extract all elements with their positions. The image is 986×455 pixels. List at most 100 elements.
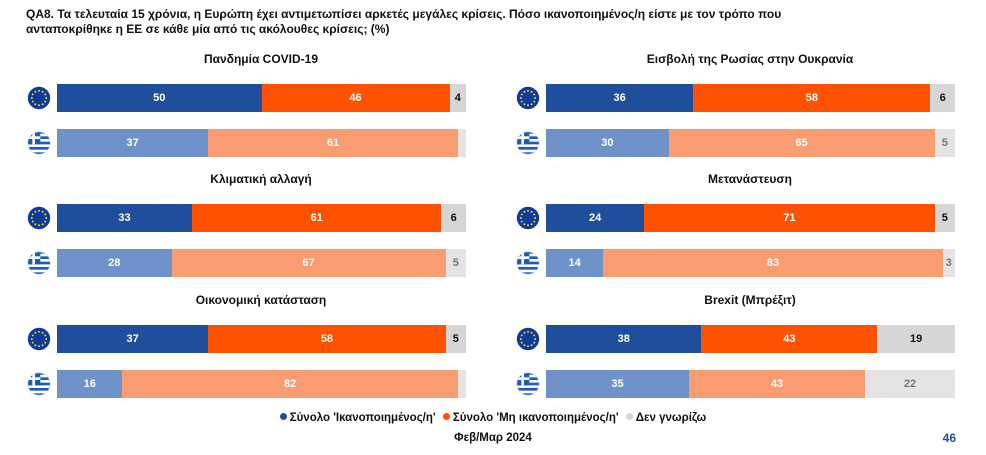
eu-flag-icon	[516, 86, 540, 110]
legend: Σύνολο 'Ικανοποιημένος/η' Σύνολο 'Μη ικα…	[0, 412, 986, 424]
data-label: 37	[126, 137, 139, 149]
data-label: 36	[613, 92, 626, 104]
page-number: 46	[942, 431, 956, 445]
bar-segment-dont-know	[457, 370, 466, 398]
bar-segment-satisfied: 37	[57, 129, 209, 157]
panel-title: Εισβολή της Ρωσίας στην Ουκρανία	[646, 52, 854, 66]
data-label: 3	[945, 257, 952, 269]
legend-dot-not-satisfied	[442, 413, 450, 420]
bar-segment-dont-know: 6	[930, 84, 955, 112]
bar-segment-not-satisfied: 61	[191, 204, 442, 232]
bar-segment-not-satisfied: 58	[208, 325, 446, 353]
bar-segment-not-satisfied: 67	[171, 249, 446, 277]
greece-flag-icon	[516, 131, 540, 155]
bar-segment-not-satisfied: 83	[603, 249, 943, 277]
bar-segment-not-satisfied: 82	[122, 370, 458, 398]
gr-row: 37 61	[27, 129, 467, 157]
eu-row: 36 58 6	[516, 84, 956, 112]
chart-panel: Κλιματική αλλαγή 33 61 6 28 67 5	[27, 172, 467, 282]
stacked-bar: 35 43 22	[546, 370, 955, 398]
greece-flag-icon	[27, 251, 51, 275]
bar-segment-dont-know: 5	[445, 249, 466, 277]
data-label: 5	[941, 137, 948, 149]
bar-segment-not-satisfied: 61	[208, 129, 458, 157]
data-label: 24	[588, 212, 602, 224]
eu-row: 33 61 6	[27, 204, 467, 232]
bar-segment-not-satisfied: 71	[644, 204, 935, 232]
bar-segment-dont-know: 6	[441, 204, 466, 232]
legend-item-satisfied: Σύνολο 'Ικανοποιημένος/η'	[279, 412, 436, 424]
data-label: 33	[118, 212, 131, 224]
bar-segment-satisfied: 30	[546, 129, 669, 157]
stacked-bar: 36 58 6	[546, 84, 955, 112]
data-label: 46	[349, 92, 362, 104]
data-label: 65	[795, 137, 808, 149]
panel-title: Κλιματική αλλαγή	[210, 172, 312, 186]
data-label: 5	[452, 257, 459, 269]
bar-segment-satisfied: 36	[546, 84, 694, 112]
bar-segment-dont-know: 5	[934, 129, 955, 157]
data-label: 19	[909, 333, 923, 345]
stacked-bar: 24 71 5	[546, 204, 955, 232]
bar-segment-dont-know: 5	[445, 325, 466, 353]
data-label: 28	[108, 257, 121, 269]
gr-row: 16 82	[27, 370, 467, 398]
data-label: 43	[770, 378, 784, 390]
data-label: 61	[310, 212, 323, 224]
bar-segment-satisfied: 28	[57, 249, 172, 277]
bar-segment-not-satisfied: 65	[668, 129, 935, 157]
eu-flag-icon	[516, 327, 540, 351]
gr-row: 35 43 22	[516, 370, 956, 398]
stacked-bar: 37 58 5	[57, 325, 466, 353]
eu-row: 50 46 4	[27, 84, 467, 112]
data-label: 6	[450, 212, 457, 224]
eu-flag-icon	[516, 206, 540, 230]
greece-flag-icon	[516, 372, 540, 396]
stacked-bar: 16 82	[57, 370, 466, 398]
data-label: 58	[805, 92, 818, 104]
eu-row: 24 71 5	[516, 204, 956, 232]
question-text: QA8. Τα τελευταία 15 χρόνια, η Ευρώπη έχ…	[26, 7, 782, 36]
data-label: 5	[452, 333, 459, 345]
legend-item-not-satisfied: Σύνολο 'Μη ικανοποιημένος/η'	[442, 412, 619, 424]
greece-flag-icon	[27, 131, 51, 155]
panel-title: Πανδημία COVID-19	[203, 52, 319, 66]
panel-title: Οικονομική κατάσταση	[195, 293, 327, 307]
greece-flag-icon	[27, 372, 51, 396]
data-label: 5	[941, 212, 948, 224]
data-label: 4	[454, 92, 461, 104]
stacked-bar: 38 43 19	[546, 325, 955, 353]
bar-segment-satisfied: 24	[546, 204, 645, 232]
eu-flag-icon	[27, 206, 51, 230]
bar-segment-satisfied: 16	[57, 370, 123, 398]
bar-segment-dont-know	[457, 129, 466, 157]
stacked-bar: 33 61 6	[57, 204, 466, 232]
data-label: 37	[126, 333, 139, 345]
bar-segment-not-satisfied: 58	[693, 84, 931, 112]
data-label: 22	[903, 378, 917, 390]
data-label: 6	[939, 92, 946, 104]
data-label: 82	[284, 378, 297, 390]
legend-dot-dont-know	[625, 413, 633, 420]
stacked-bar: 28 67 5	[57, 249, 466, 277]
data-label: 35	[611, 378, 624, 390]
bar-segment-not-satisfied: 43	[689, 370, 865, 398]
chart-panel: Εισβολή της Ρωσίας στην Ουκρανία 36 58 6 30 6…	[516, 52, 956, 162]
stacked-bar: 37 61	[57, 129, 466, 157]
eu-row: 37 58 5	[27, 325, 467, 353]
bar-segment-satisfied: 14	[546, 249, 604, 277]
data-label: 14	[568, 257, 581, 269]
gr-row: 14 83 3	[516, 249, 956, 277]
bar-segment-satisfied: 33	[57, 204, 192, 232]
bar-segment-satisfied: 35	[546, 370, 690, 398]
legend-dot-satisfied	[279, 413, 287, 420]
footer-date: Φεβ/Μαρ 2024	[454, 432, 532, 444]
bar-segment-satisfied: 38	[546, 325, 702, 353]
chart-panel: Brexit (Μπρέξιτ) 38 43 19 35 43 22	[516, 293, 956, 403]
panel-title: Brexit (Μπρέξιτ)	[704, 293, 796, 307]
bar-segment-not-satisfied: 46	[261, 84, 450, 112]
gr-row: 30 65 5	[516, 129, 956, 157]
bar-segment-dont-know: 19	[877, 325, 955, 353]
stacked-bar: 14 83 3	[546, 249, 955, 277]
bar-segment-dont-know: 22	[865, 370, 955, 398]
